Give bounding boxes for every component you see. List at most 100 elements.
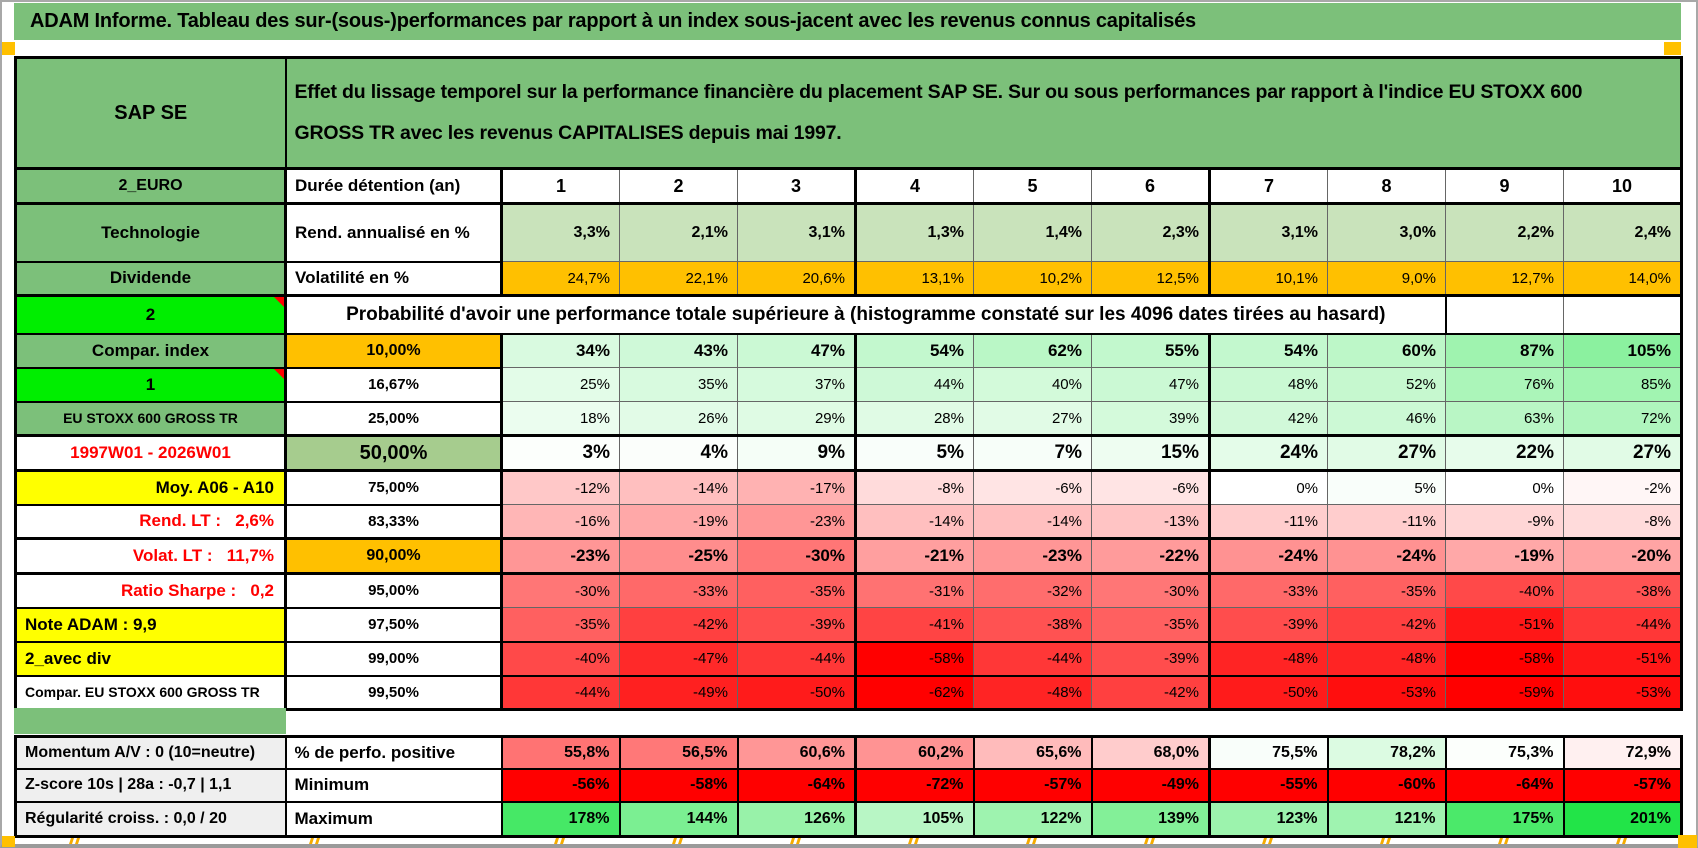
data-cell[interactable]: 54% <box>1209 333 1328 368</box>
data-cell[interactable]: 5% <box>855 434 974 472</box>
data-cell[interactable]: -44% <box>1563 607 1682 643</box>
data-cell[interactable]: -53% <box>1563 675 1682 710</box>
data-cell[interactable]: 60% <box>1327 333 1446 368</box>
row-label-cell[interactable]: Dividende <box>14 260 287 297</box>
data-cell[interactable]: -23% <box>737 504 857 539</box>
data-cell[interactable]: -59% <box>1445 675 1564 710</box>
data-cell[interactable]: 29% <box>737 401 857 436</box>
data-cell[interactable]: 87% <box>1445 333 1564 368</box>
data-cell[interactable]: 48% <box>1209 367 1328 402</box>
data-cell[interactable]: -44% <box>973 641 1092 677</box>
data-cell[interactable]: -47% <box>619 641 738 677</box>
row-label-cell[interactable]: 2_avec div <box>14 640 287 677</box>
data-cell[interactable]: -48% <box>1209 641 1328 677</box>
data-cell[interactable]: -17% <box>737 470 857 505</box>
data-cell[interactable]: 3,1% <box>737 203 857 262</box>
column-header-cell[interactable]: 9 <box>1445 168 1564 205</box>
data-cell[interactable]: 1,3% <box>855 203 974 262</box>
data-cell[interactable]: -64% <box>1444 767 1565 803</box>
row-label-cell[interactable]: Note ADAM : 9,9 <box>14 606 287 643</box>
data-cell[interactable]: 18% <box>501 401 620 436</box>
data-cell[interactable]: 105% <box>1563 333 1682 368</box>
data-cell[interactable]: -57% <box>1562 767 1683 803</box>
data-cell[interactable]: -39% <box>1209 607 1328 643</box>
metric-label-cell[interactable]: % de perfo. positive <box>284 735 503 770</box>
row-label-cell[interactable]: 1 <box>14 366 287 403</box>
row-label-cell[interactable]: Régularité croiss. : 0,0 / 20 <box>14 800 287 838</box>
data-cell[interactable]: 201% <box>1562 800 1683 838</box>
data-cell[interactable]: -62% <box>855 675 974 710</box>
data-cell[interactable]: 22,1% <box>619 261 738 297</box>
data-cell[interactable]: 52% <box>1327 367 1446 402</box>
data-cell[interactable]: -39% <box>1091 641 1211 677</box>
column-header-cell[interactable]: 2 <box>619 168 738 205</box>
metric-label-cell[interactable]: 83,33% <box>284 503 503 540</box>
metric-label-cell[interactable]: 10,00% <box>284 332 503 369</box>
data-cell[interactable]: 12,5% <box>1091 261 1211 297</box>
data-cell[interactable]: -16% <box>501 504 620 539</box>
data-cell[interactable]: 3% <box>501 434 620 472</box>
metric-label-cell[interactable]: Maximum <box>284 800 503 838</box>
data-cell[interactable]: -30% <box>1091 573 1211 608</box>
data-cell[interactable]: -72% <box>854 767 975 803</box>
data-cell[interactable]: -35% <box>1091 607 1211 643</box>
data-cell[interactable]: -31% <box>855 573 974 608</box>
data-cell[interactable]: 175% <box>1444 800 1565 838</box>
data-cell[interactable]: 47% <box>737 333 857 368</box>
data-cell[interactable]: -58% <box>1445 641 1564 677</box>
column-header-cell[interactable]: 5 <box>973 168 1092 205</box>
data-cell[interactable]: -44% <box>737 641 857 677</box>
metric-label-cell[interactable]: 75,00% <box>284 469 503 506</box>
data-cell[interactable]: -19% <box>619 504 738 539</box>
data-cell[interactable]: 105% <box>854 800 975 838</box>
column-header-cell[interactable]: 3 <box>737 168 857 205</box>
data-cell[interactable]: -49% <box>619 675 738 710</box>
column-header-cell[interactable]: 6 <box>1091 168 1211 205</box>
empty-cell[interactable] <box>1445 295 1564 335</box>
data-cell[interactable]: 75,5% <box>1208 735 1329 770</box>
data-cell[interactable]: 2,1% <box>619 203 738 262</box>
data-cell[interactable]: -35% <box>501 607 620 643</box>
row-label-cell[interactable]: Compar. index <box>14 332 287 369</box>
data-cell[interactable]: 14,0% <box>1563 261 1682 297</box>
data-cell[interactable]: 72,9% <box>1562 735 1683 770</box>
data-cell[interactable]: -51% <box>1445 607 1564 643</box>
data-cell[interactable]: 56,5% <box>618 735 739 770</box>
data-cell[interactable]: -44% <box>501 675 620 710</box>
row-label-cell[interactable]: 2 <box>14 294 287 335</box>
data-cell[interactable]: 65,6% <box>972 735 1093 770</box>
data-cell[interactable]: 68,0% <box>1090 735 1211 770</box>
data-cell[interactable]: 72% <box>1563 401 1682 436</box>
column-header-cell[interactable]: 8 <box>1327 168 1446 205</box>
metric-label-cell[interactable]: 97,50% <box>284 606 503 643</box>
data-cell[interactable]: -42% <box>619 607 738 643</box>
data-cell[interactable]: 139% <box>1090 800 1211 838</box>
metric-label-cell[interactable]: 25,00% <box>284 400 503 437</box>
data-cell[interactable]: -11% <box>1327 504 1446 539</box>
data-cell[interactable]: -8% <box>855 470 974 505</box>
data-cell[interactable]: -38% <box>1563 573 1682 608</box>
data-cell[interactable]: 3,0% <box>1327 203 1446 262</box>
column-header-cell[interactable]: 1 <box>501 168 620 205</box>
row-label-cell[interactable]: Z-score 10s | 28a : -0,7 | 1,1 <box>14 767 287 803</box>
data-cell[interactable]: -11% <box>1209 504 1328 539</box>
row-label-cell[interactable]: Volat. LT : 11,7% <box>14 537 287 575</box>
data-cell[interactable]: 15% <box>1091 434 1211 472</box>
data-cell[interactable]: 4% <box>619 434 738 472</box>
metric-label-cell[interactable]: Minimum <box>284 767 503 803</box>
data-cell[interactable]: -51% <box>1563 641 1682 677</box>
metric-label-cell[interactable]: 90,00% <box>284 537 503 575</box>
data-cell[interactable]: 55% <box>1091 333 1211 368</box>
data-cell[interactable]: 24% <box>1209 434 1328 472</box>
data-cell[interactable]: 10,2% <box>973 261 1092 297</box>
empty-cell[interactable] <box>1563 295 1682 335</box>
metric-label-cell[interactable]: Rend. annualisé en % <box>284 202 503 263</box>
data-cell[interactable]: 47% <box>1091 367 1211 402</box>
data-cell[interactable]: -48% <box>1327 641 1446 677</box>
data-cell[interactable]: -42% <box>1091 675 1211 710</box>
data-cell[interactable]: -6% <box>973 470 1092 505</box>
data-cell[interactable]: 5% <box>1327 470 1446 505</box>
data-cell[interactable]: 60,6% <box>736 735 857 770</box>
data-cell[interactable]: -12% <box>501 470 620 505</box>
data-cell[interactable]: 0% <box>1445 470 1564 505</box>
